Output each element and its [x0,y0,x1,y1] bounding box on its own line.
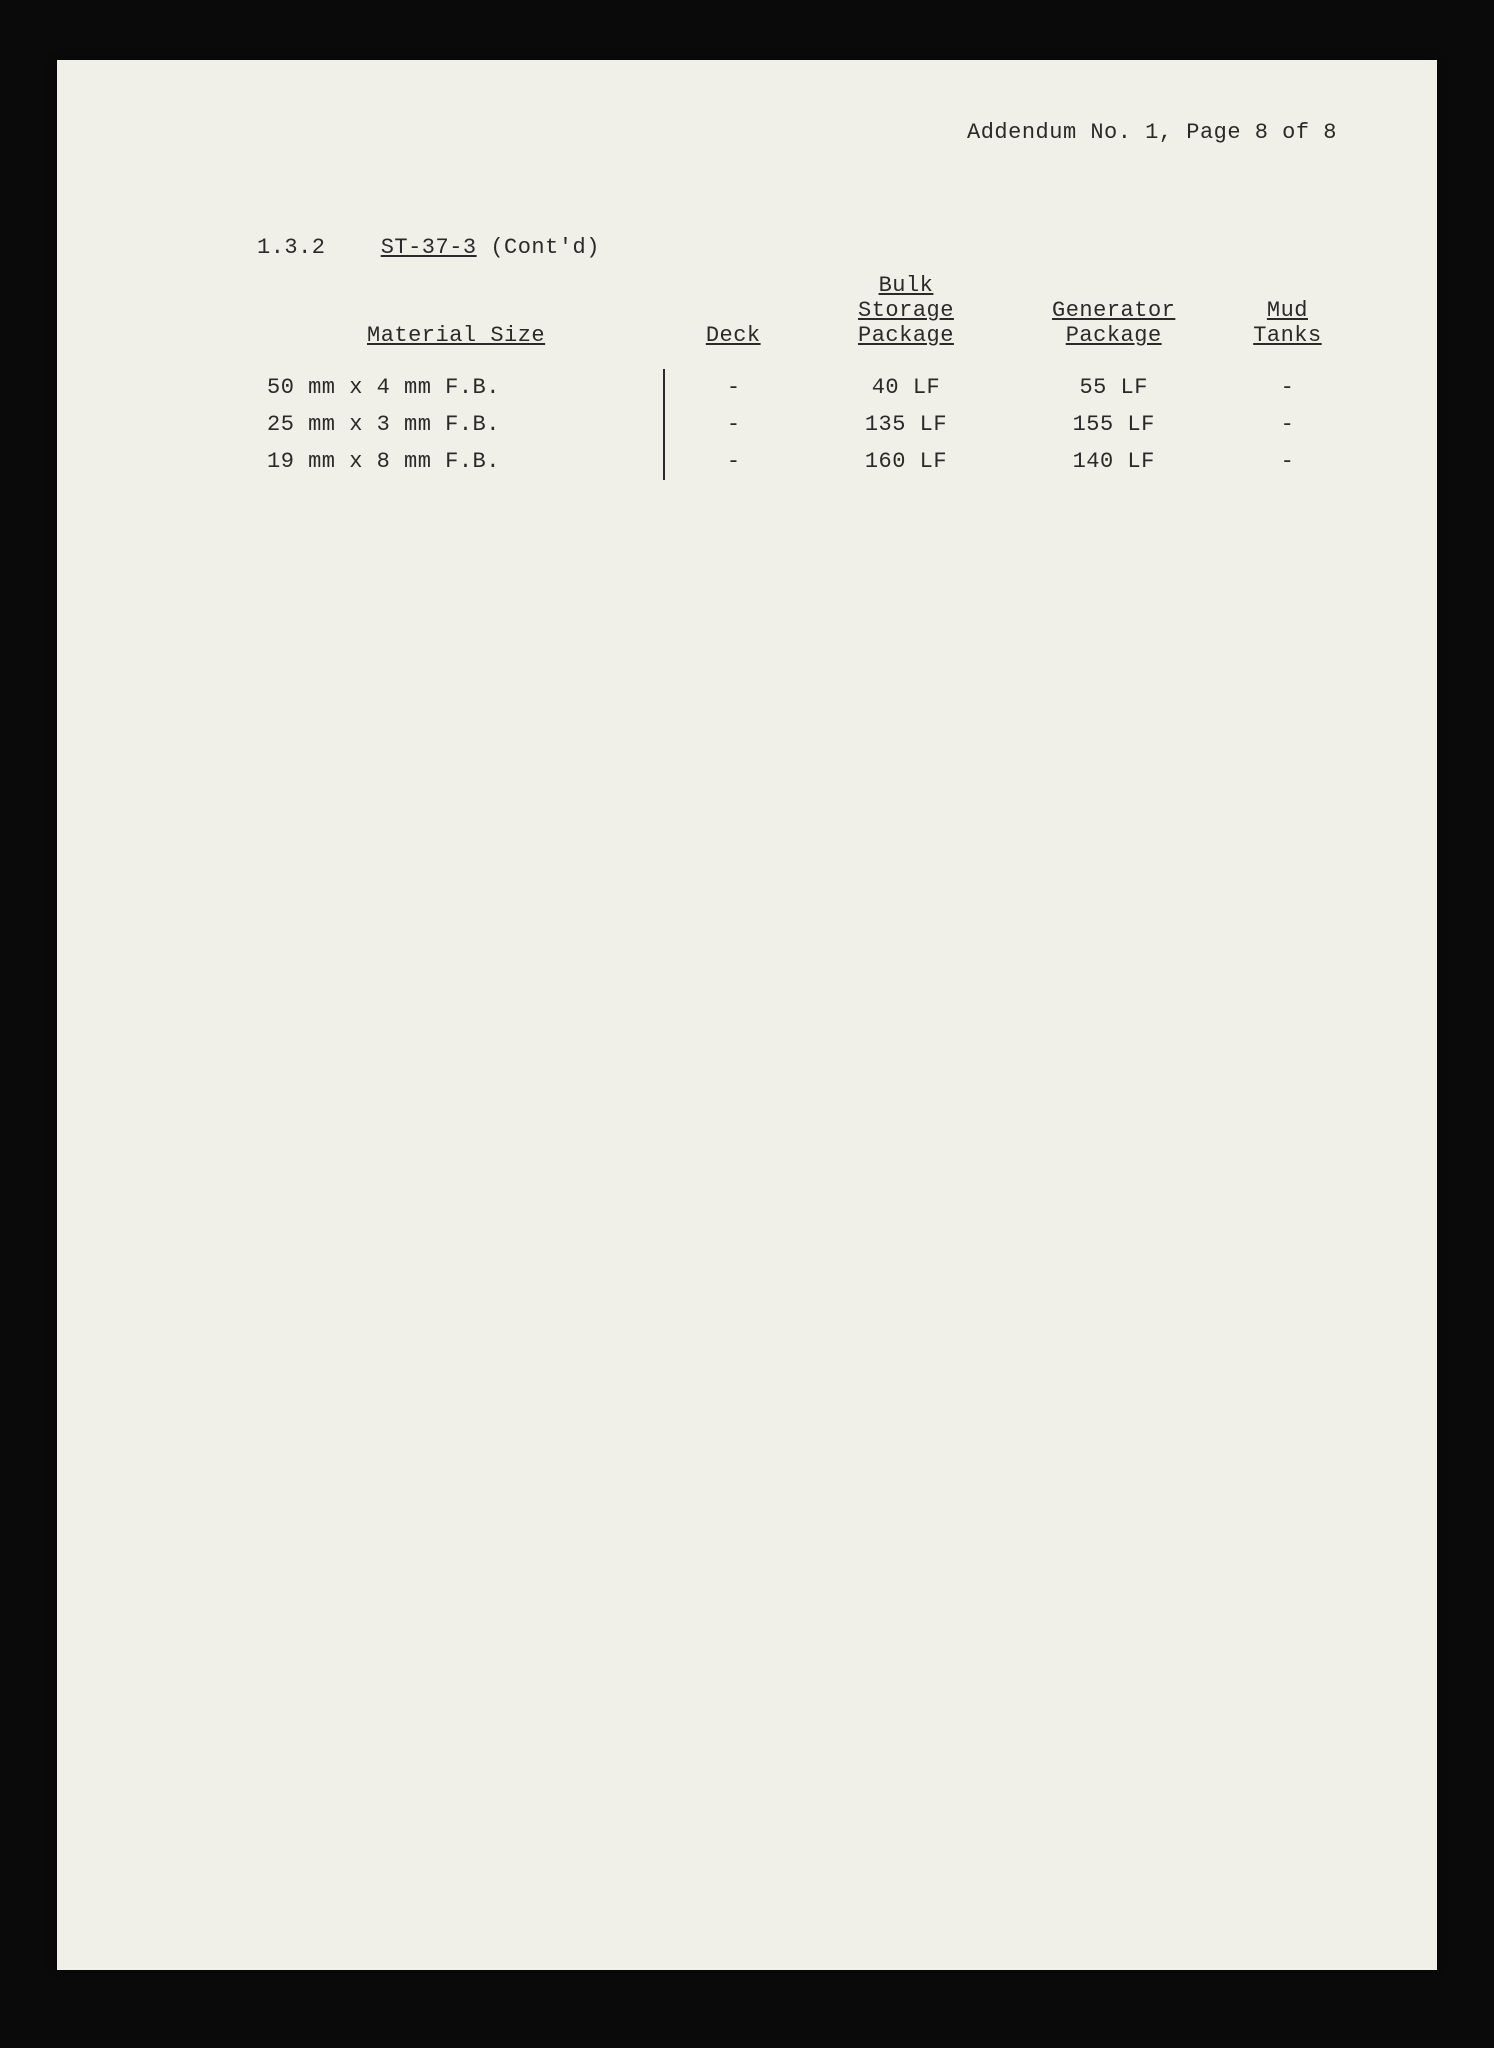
cell-mud: - [1218,369,1357,406]
cell-mud: - [1218,406,1357,443]
cell-gen: 155 LF [1010,406,1218,443]
material-table: Material Size Deck Bulk Storage Package … [257,270,1357,480]
section-title: 1.3.2 ST-37-3 (Cont'd) [257,235,1377,260]
cell-material: 50 mm x 4 mm F.B. [257,369,664,406]
page-header: Addendum No. 1, Page 8 of 8 [117,120,1377,145]
cell-deck: - [664,369,802,406]
cell-bulk: 160 LF [802,443,1009,480]
col-header-material: Material Size [257,270,664,351]
col-header-deck: Deck [664,270,802,351]
table-row: 50 mm x 4 mm F.B. - 40 LF 55 LF - [257,369,1357,406]
cell-deck: - [664,443,802,480]
cell-material: 19 mm x 8 mm F.B. [257,443,664,480]
table-header-row: Material Size Deck Bulk Storage Package … [257,270,1357,351]
addendum-page-label: Addendum No. 1, Page 8 of 8 [967,120,1337,145]
col-header-generator: Generator Package [1010,270,1218,351]
col-header-mud: Mud Tanks [1218,270,1357,351]
table-row: 25 mm x 3 mm F.B. - 135 LF 155 LF - [257,406,1357,443]
header-spacer [257,351,1357,369]
cell-deck: - [664,406,802,443]
cell-gen: 55 LF [1010,369,1218,406]
cell-gen: 140 LF [1010,443,1218,480]
cell-material: 25 mm x 3 mm F.B. [257,406,664,443]
section-number: 1.3.2 [257,235,367,260]
section-ref: ST-37-3 [381,235,477,260]
cell-bulk: 40 LF [802,369,1009,406]
section-suffix: (Cont'd) [490,235,600,260]
cell-bulk: 135 LF [802,406,1009,443]
cell-mud: - [1218,443,1357,480]
data-table: Material Size Deck Bulk Storage Package … [257,270,1357,480]
table-row: 19 mm x 8 mm F.B. - 160 LF 140 LF - [257,443,1357,480]
col-header-bulk: Bulk Storage Package [802,270,1009,351]
document-page: Addendum No. 1, Page 8 of 8 1.3.2 ST-37-… [57,60,1437,1970]
